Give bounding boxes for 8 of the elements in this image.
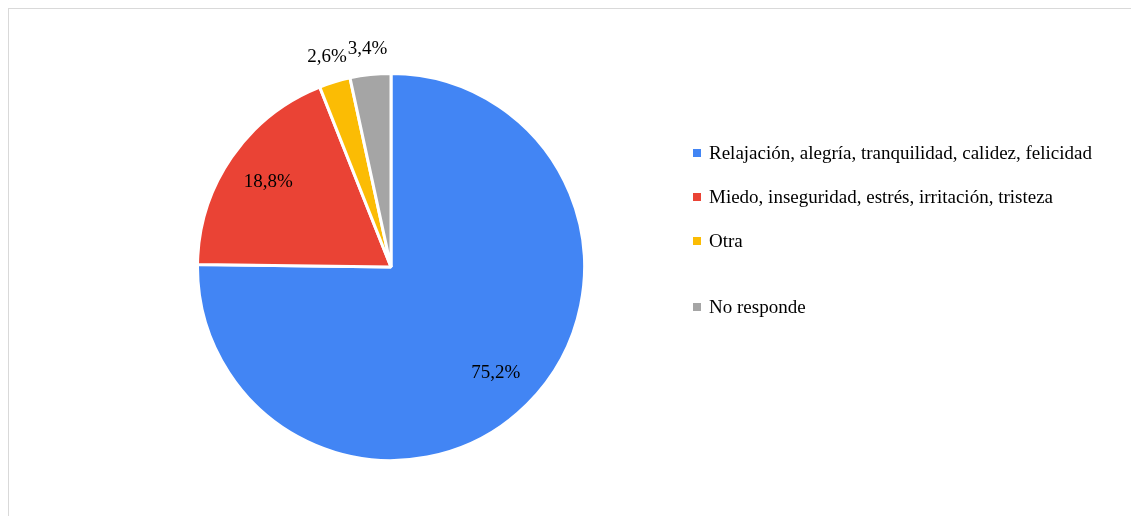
data-label: 3,4% xyxy=(347,36,388,58)
data-label: 18,8% xyxy=(243,170,294,192)
legend-label: Relajación, alegría, tranquilidad, calidez, felicidad xyxy=(709,141,1092,165)
data-label: 2,6% xyxy=(307,44,348,66)
legend-label: Otra xyxy=(709,229,743,253)
legend-label: No responde xyxy=(709,295,806,319)
data-label: 75,2% xyxy=(471,361,521,382)
legend-label: Miedo, inseguridad, estrés, irritación, tristeza xyxy=(709,185,1054,209)
